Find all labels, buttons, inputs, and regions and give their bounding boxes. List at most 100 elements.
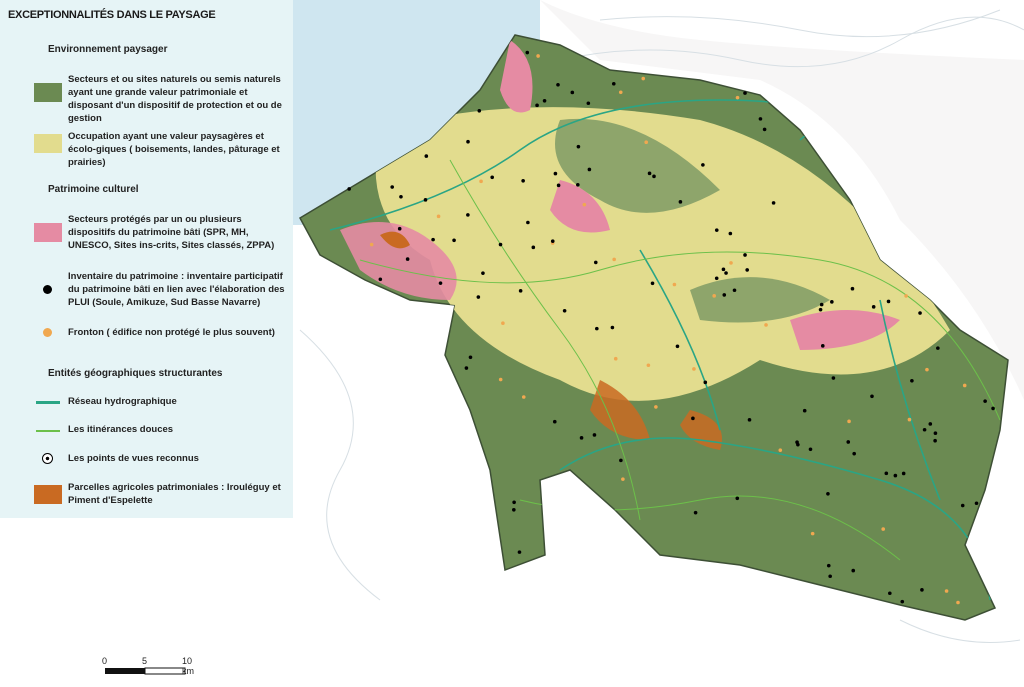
heritage-point [907, 417, 912, 422]
heritage-point [582, 202, 587, 207]
trail-line-icon [36, 430, 60, 432]
heritage-point [712, 294, 716, 298]
heritage-point [644, 140, 649, 144]
heritage-point [587, 167, 592, 172]
heritage-point [830, 300, 834, 304]
heritage-point [579, 436, 584, 440]
outside-rivers [299, 9, 1024, 643]
heritage-point [431, 237, 435, 242]
heritage-point [728, 231, 733, 236]
protected-swatch [34, 223, 62, 242]
agri-parcel [380, 231, 410, 249]
heritage-point [922, 427, 927, 432]
heritage-point [641, 76, 646, 81]
heritage-point [703, 380, 708, 385]
heritage-point [920, 588, 924, 592]
legend-item: Les points de vues reconnus [68, 453, 199, 464]
heritage-point [884, 471, 889, 476]
legend-item: Réseau hydrographique [68, 396, 177, 407]
legend-item: Parcelles agricoles patrimoniales : Irou… [68, 482, 281, 506]
heritage-point [518, 289, 523, 293]
heritage-point [466, 139, 470, 144]
heritage-point [556, 183, 561, 188]
heritage-point [928, 422, 933, 426]
heritage-point [701, 163, 705, 167]
heritage-point [650, 281, 655, 286]
heritage-point [464, 366, 469, 370]
heritage-point [745, 268, 749, 272]
heritage-point [613, 356, 618, 361]
heritage-point [424, 154, 429, 158]
heritage-point [910, 378, 914, 383]
heritage-point [610, 325, 615, 330]
heritage-point [654, 405, 658, 409]
heritage-point [693, 510, 698, 515]
heritage-point [570, 90, 575, 95]
heritage-point [481, 271, 485, 275]
heritage-point [536, 54, 540, 58]
heritage-point [871, 305, 876, 309]
scale-tick: 0 [102, 656, 108, 666]
heritage-point [870, 394, 874, 399]
heritage-point [468, 355, 473, 360]
legend-heading: Entités géographiques structurantes [48, 368, 223, 379]
heritage-point [512, 507, 516, 512]
heritage-point [550, 239, 555, 243]
heritage-point [925, 367, 929, 372]
heritage-point [593, 260, 598, 265]
heritage-point [826, 492, 830, 496]
heritage-point [724, 271, 728, 275]
natural-zone [690, 277, 830, 323]
legend-title: EXCEPTIONNALITÉS DANS LE PAYSAGE [8, 9, 216, 21]
heritage-point [512, 500, 516, 505]
heritage-point [802, 408, 807, 413]
protected-zone [790, 310, 900, 350]
heritage-point [847, 419, 851, 424]
heritage-point [714, 276, 719, 281]
fronton-dot-icon [43, 328, 52, 337]
heritage-point [820, 344, 825, 348]
heritage-point [436, 214, 441, 219]
heritage-point [983, 399, 987, 403]
heritage-point [652, 174, 656, 179]
heritage-point [535, 103, 539, 108]
heritage-point [553, 171, 558, 176]
legend-item: Occupation ayant une valeur paysagères e… [68, 131, 280, 168]
heritage-point [936, 346, 940, 350]
heritage-point [771, 201, 776, 205]
legend-item: Secteurs protégés par un ou plusieurs di… [68, 214, 275, 251]
heritage-point [621, 477, 625, 481]
heritage-point [900, 599, 905, 604]
heritage-point [498, 377, 503, 382]
heritage-point [732, 288, 737, 293]
heritage-point [893, 473, 898, 478]
heritage-point [592, 433, 597, 437]
heritage-point [646, 363, 651, 368]
heritage-point [438, 281, 443, 285]
heritage-point [933, 438, 937, 443]
heritage-point [672, 282, 677, 287]
heritage-point [521, 178, 525, 183]
heritage-point [521, 395, 526, 399]
heritage-point [479, 179, 483, 184]
heritage-point [974, 501, 979, 506]
protected-zone [500, 40, 533, 113]
heritage-point [618, 90, 623, 95]
heritage-point [735, 95, 740, 100]
heritage-point [476, 295, 481, 299]
heritage-point [758, 117, 763, 121]
protected-zone [550, 180, 610, 233]
landscape-swatch [34, 134, 62, 153]
heritage-point [647, 171, 652, 176]
heritage-point [831, 376, 836, 380]
heritage-point [466, 213, 470, 217]
heritage-point [586, 101, 591, 106]
viewpoint-icon [42, 453, 53, 464]
heritage-point [881, 527, 886, 531]
heritage-point [956, 600, 960, 605]
legend: EXCEPTIONNALITÉS DANS LE PAYSAGE Environ… [0, 0, 293, 518]
outside-region-north [540, 0, 1024, 400]
heritage-point [747, 418, 752, 422]
heritage-point [397, 226, 402, 231]
